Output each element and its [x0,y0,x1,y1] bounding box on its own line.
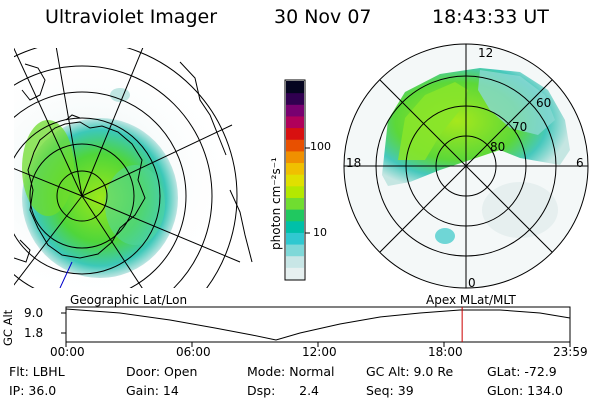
timeline-ytick-label: 9.0 [24,306,44,320]
colorbar-segment [286,115,304,129]
colorbar-segment [286,244,304,257]
gc-altitude-info: GC Alt: 9.0 Re [366,364,454,379]
timeline-xtick-label: 00:00 [50,345,85,359]
mode-info: Mode: Normal [247,364,335,379]
timeline-xtick-label: 06:00 [176,345,211,359]
emission-patch [110,88,130,102]
emission-patch [435,228,455,244]
timeline-xticks [65,342,571,347]
footprint-line [59,261,73,288]
mlt-label-12: 12 [478,46,494,60]
colorbar-segment [286,255,304,268]
geographic-latitude-info: GLat: -72.9 [487,364,557,379]
geographic-map [14,48,253,288]
instrument-title: Ultraviolet Imager [45,6,218,28]
timeline-xtick-label: 18:00 [428,345,463,359]
altitude-curve [65,308,571,341]
geographic-longitude-info: GLon: 134.0 [487,383,563,398]
mlat-label-80: 80 [490,140,506,154]
emission-bright [22,120,74,216]
colorbar-segment [286,104,304,117]
geographic-panel-label: Geographic Lat/Lon [70,293,188,307]
mlat-label-70: 70 [512,120,528,134]
colorbar-unit-label: photon cm⁻²s⁻¹ [269,157,283,250]
filter-info: Flt: LBHL [9,364,65,379]
colorbar-segment [286,232,304,245]
mlat-label-60: 60 [536,96,552,110]
colorbar-segment [286,209,304,222]
timeline-ytick-label: 1.8 [24,326,44,340]
emission-teal [105,165,165,245]
altitude-timeline [61,306,571,347]
colorbar-segment [286,162,304,175]
colorbar-segment [286,127,304,140]
colorbar-segment [286,267,304,280]
colorbar-segment [286,185,304,198]
ip-info: IP: 36.0 [9,383,57,398]
emission-bright [398,82,468,160]
dsp-info: Dsp: 2.4 [247,383,320,398]
colorbar-segment [286,92,304,105]
colorbar-segment [286,150,304,164]
background-glow [482,182,558,238]
colorbar [284,79,310,281]
emission-teal [478,70,555,135]
colorbar-segment [286,197,304,210]
mlt-label-18: 18 [346,156,362,170]
mlt-label-0: 0 [468,276,476,290]
colorbar-segment [286,174,304,187]
colorbar-segment [286,139,304,152]
date-label: 30 Nov 07 [274,6,372,28]
mlt-lines [344,44,588,288]
colorbar-tick-label: 100 [310,140,331,153]
timeline-frame [65,306,571,343]
latitude-circles [14,48,238,288]
timeline-ylabel: GC Alt [1,309,15,346]
timeline-xtick-label: 23:59 [553,345,588,359]
coastlines [14,61,253,263]
sequence-info: Seq: 39 [366,383,414,398]
gain-info: Gain: 14 [126,383,179,398]
apex-panel-label: Apex MLat/MLT [426,293,516,307]
colorbar-tick-label: 10 [313,226,327,239]
timeline-xtick-label: 12:00 [302,345,337,359]
colorbar-segment [286,81,304,94]
time-label: 18:43:33 UT [432,6,549,28]
mlt-label-6: 6 [576,156,584,170]
magnetic-polar-plot [343,43,589,289]
door-info: Door: Open [126,364,198,379]
colorbar-segment [286,220,304,233]
colorbar-frame [284,79,306,281]
